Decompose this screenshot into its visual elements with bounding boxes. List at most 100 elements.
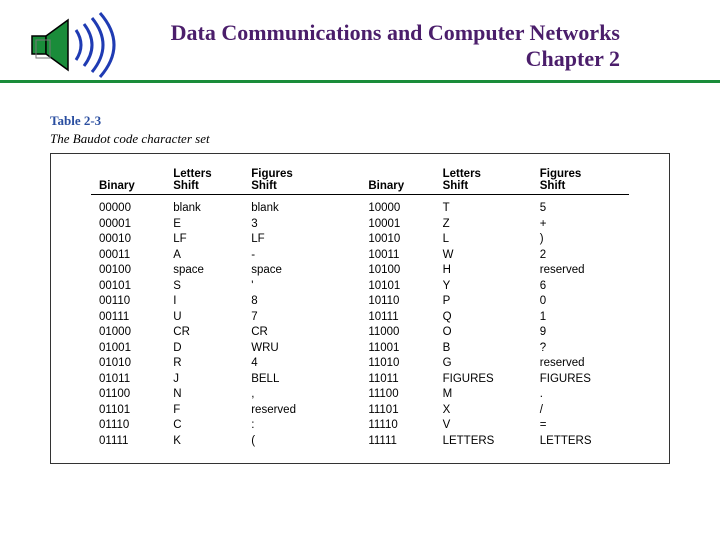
table-cell: 00110 — [91, 294, 165, 310]
table-cell: FIGURES — [532, 372, 629, 388]
table-row: 00111U710111Q1 — [91, 310, 629, 326]
table-cell: 2 — [532, 248, 629, 264]
table-cell: space — [165, 263, 243, 279]
table-cell: ' — [243, 279, 330, 295]
table-cell: M — [435, 387, 532, 403]
table-cell: 00010 — [91, 232, 165, 248]
table-cell: X — [435, 403, 532, 419]
table-cell: S — [165, 279, 243, 295]
col-shift-l1: Shift — [165, 180, 243, 195]
table-cell: 3 — [243, 217, 330, 233]
table-cell: 11001 — [360, 341, 434, 357]
table-cell — [330, 434, 360, 450]
table-cell: T — [435, 201, 532, 217]
table-cell: O — [435, 325, 532, 341]
table-cell: W — [435, 248, 532, 264]
table-cell: 10111 — [360, 310, 434, 326]
table-cell — [330, 294, 360, 310]
table-cell: LF — [243, 232, 330, 248]
table-cell: 10010 — [360, 232, 434, 248]
table-cell: A — [165, 248, 243, 264]
table-row: 00011A-10011W2 — [91, 248, 629, 264]
table-cell: U — [165, 310, 243, 326]
table-row: 00010LFLF10010L) — [91, 232, 629, 248]
table-cell — [330, 263, 360, 279]
table-cell: Z — [435, 217, 532, 233]
baudot-table: Letters Figures Letters Figures Binary S… — [91, 166, 629, 449]
table-cell: 6 — [532, 279, 629, 295]
col-figures-r: Figures — [532, 166, 629, 180]
table-cell: 10000 — [360, 201, 434, 217]
title-line-2: Chapter 2 — [135, 46, 620, 72]
table-row: 00100spacespace10100Hreserved — [91, 263, 629, 279]
table-cell: LETTERS — [532, 434, 629, 450]
table-cell — [330, 341, 360, 357]
table-cell: reserved — [532, 263, 629, 279]
table-cell: , — [243, 387, 330, 403]
table-cell: reserved — [243, 403, 330, 419]
table-box: Letters Figures Letters Figures Binary S… — [50, 153, 670, 464]
table-cell: 00101 — [91, 279, 165, 295]
table-cell: R — [165, 356, 243, 372]
table-cell: blank — [165, 201, 243, 217]
table-cell: B — [435, 341, 532, 357]
table-cell: WRU — [243, 341, 330, 357]
col-shift-r1: Shift — [435, 180, 532, 195]
table-cell: Q — [435, 310, 532, 326]
table-cell — [330, 248, 360, 264]
table-cell: C — [165, 418, 243, 434]
table-cell: 01111 — [91, 434, 165, 450]
table-cell — [330, 201, 360, 217]
table-cell — [330, 325, 360, 341]
table-row: 00101S'10101Y6 — [91, 279, 629, 295]
table-cell: 11110 — [360, 418, 434, 434]
col-shift-r2: Shift — [532, 180, 629, 195]
table-cell: 0 — [532, 294, 629, 310]
table-cell: CR — [165, 325, 243, 341]
table-row: 01100N,11100M. — [91, 387, 629, 403]
table-cell: 01011 — [91, 372, 165, 388]
table-cell: P — [435, 294, 532, 310]
col-letters-l: Letters — [165, 166, 243, 180]
table-cell: ) — [532, 232, 629, 248]
table-header-row-2: Binary Shift Shift Binary Shift Shift — [91, 180, 629, 195]
table-cell: J — [165, 372, 243, 388]
table-cell: + — [532, 217, 629, 233]
slide-content: Table 2-3 The Baudot code character set … — [0, 83, 720, 484]
table-cell: / — [532, 403, 629, 419]
col-letters-r: Letters — [435, 166, 532, 180]
table-cell — [330, 403, 360, 419]
table-cell: - — [243, 248, 330, 264]
table-cell — [330, 279, 360, 295]
table-cell: 1 — [532, 310, 629, 326]
table-caption: The Baudot code character set — [50, 131, 670, 147]
table-row: 01110C:11110V= — [91, 418, 629, 434]
table-cell: 9 — [532, 325, 629, 341]
table-row: 00110I810110P0 — [91, 294, 629, 310]
table-cell: K — [165, 434, 243, 450]
col-figures-l: Figures — [243, 166, 330, 180]
table-cell: L — [435, 232, 532, 248]
table-cell: N — [165, 387, 243, 403]
table-row: 00000blankblank10000T5 — [91, 201, 629, 217]
table-cell: ? — [532, 341, 629, 357]
table-row: 00001E310001Z+ — [91, 217, 629, 233]
col-shift-l2: Shift — [243, 180, 330, 195]
table-cell — [330, 310, 360, 326]
table-cell: E — [165, 217, 243, 233]
table-cell: 10101 — [360, 279, 434, 295]
speaker-icon — [20, 10, 120, 80]
table-row: 01101Freserved11101X/ — [91, 403, 629, 419]
table-label: Table 2-3 — [50, 113, 670, 129]
table-cell: LF — [165, 232, 243, 248]
table-cell: 11010 — [360, 356, 434, 372]
table-cell: 00001 — [91, 217, 165, 233]
table-cell: space — [243, 263, 330, 279]
table-cell — [330, 217, 360, 233]
table-row: 01111K(11111LETTERSLETTERS — [91, 434, 629, 450]
table-cell: 00111 — [91, 310, 165, 326]
table-cell: V — [435, 418, 532, 434]
table-cell: blank — [243, 201, 330, 217]
table-cell: 00100 — [91, 263, 165, 279]
table-header-row-1: Letters Figures Letters Figures — [91, 166, 629, 180]
